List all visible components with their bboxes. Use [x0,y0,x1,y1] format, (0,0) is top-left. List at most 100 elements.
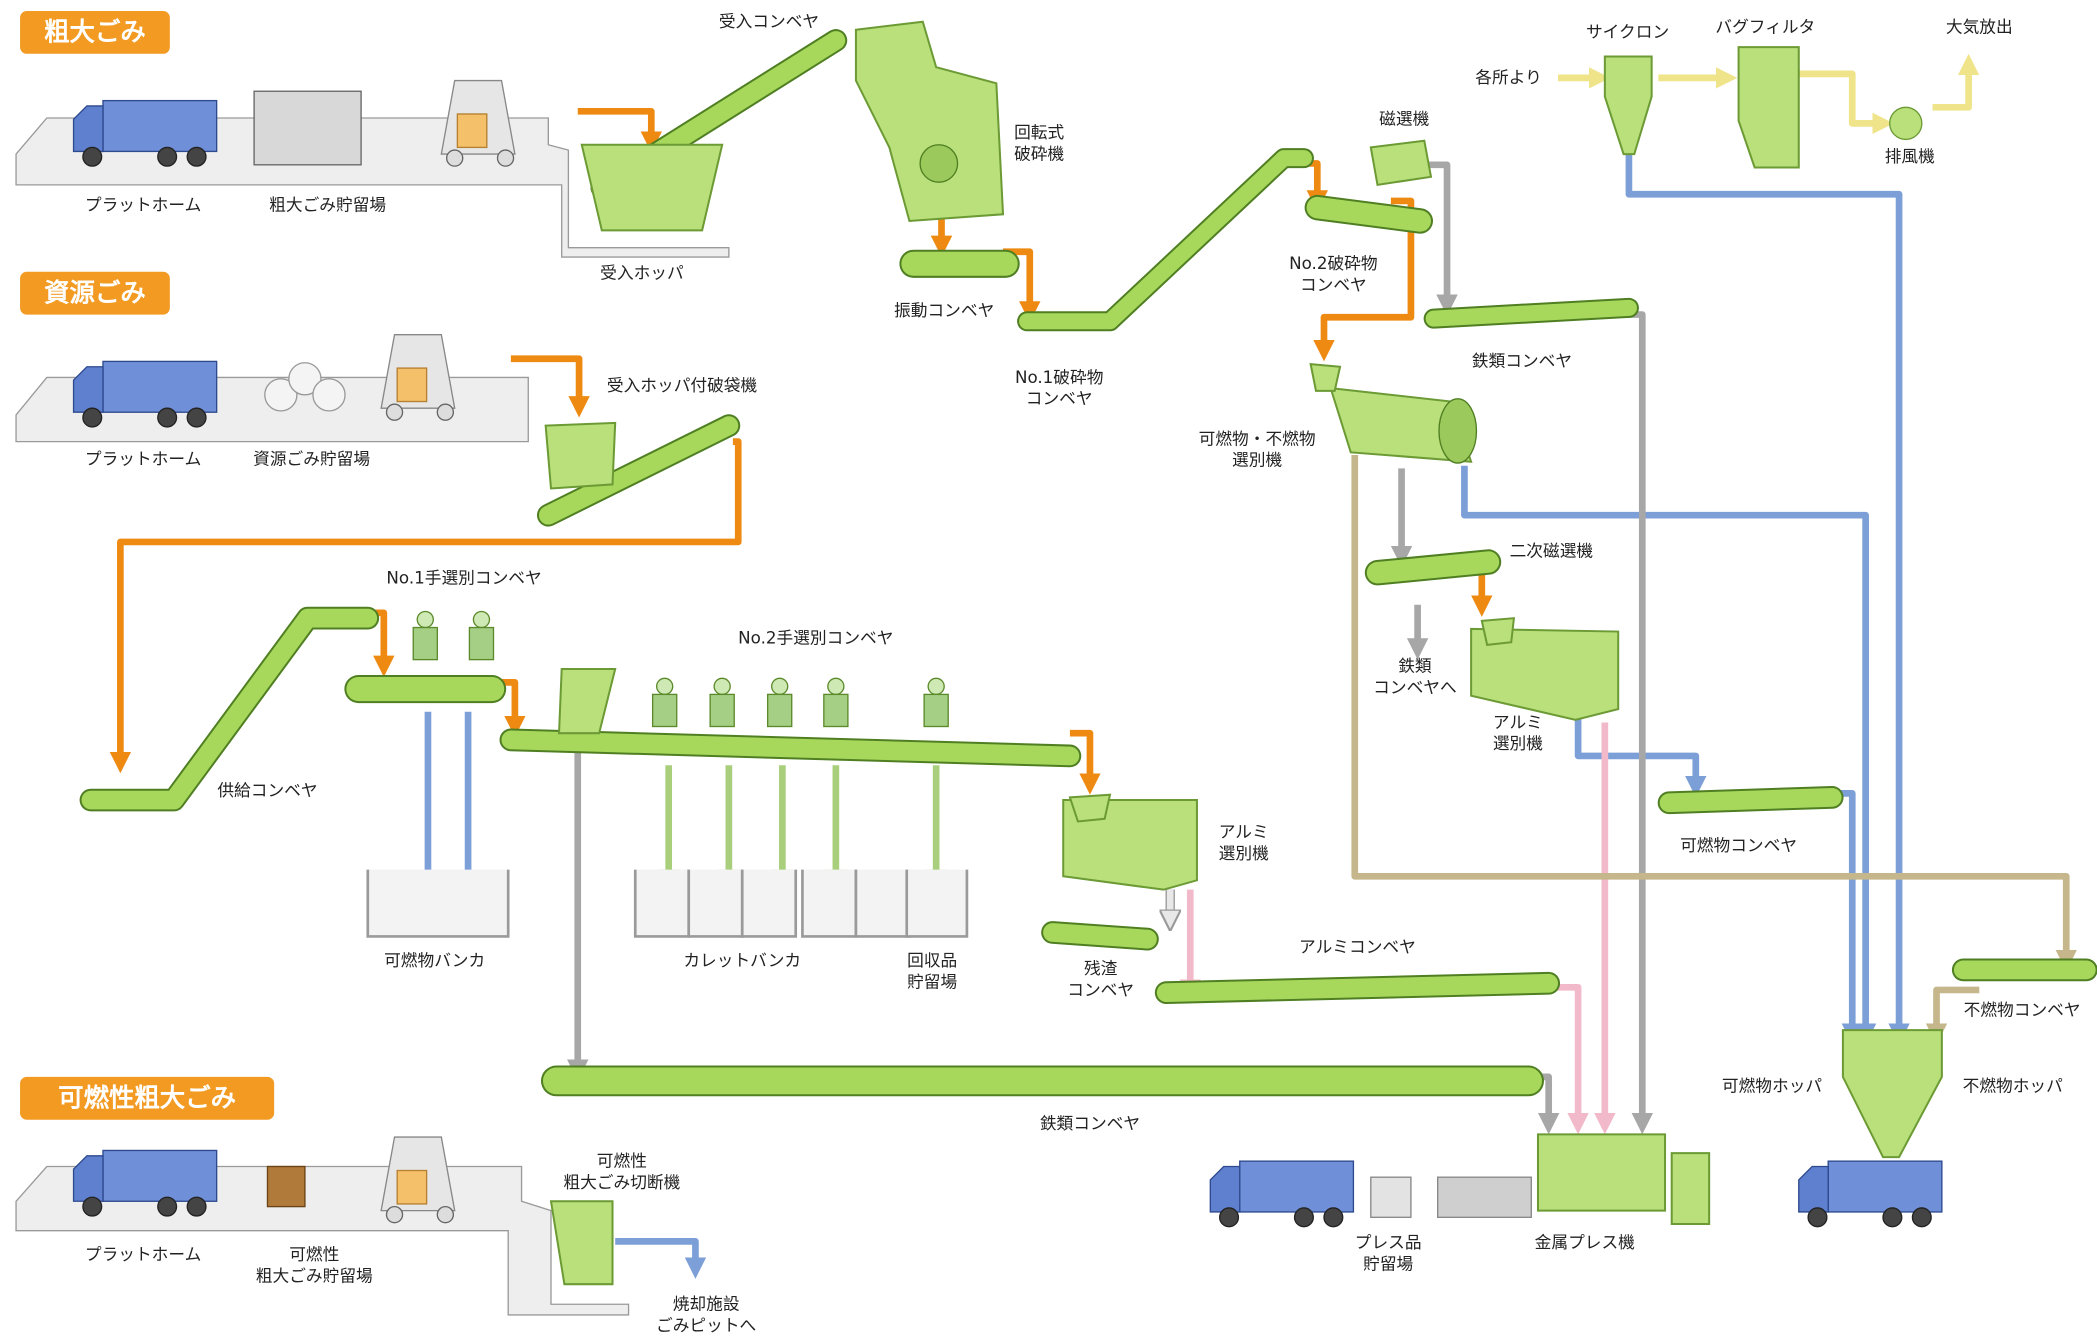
label: 大気放出 [1946,16,2013,36]
label: カレットバンカ [683,950,801,970]
truck-cab [74,367,103,412]
flow-arrow [1629,154,1899,1034]
flow-arrow [1578,716,1696,787]
truck-wheel [158,408,177,427]
bunker [856,870,909,937]
label: 貯留場 [1363,1253,1413,1273]
label: コンベヤへ [1373,677,1457,697]
truck-wheel [158,147,177,166]
label: 可燃性 [289,1244,339,1264]
worker-body [924,694,948,726]
label: サイクロン [1586,22,1669,42]
label: 選別機 [1232,450,1282,470]
label: アルミ [1493,712,1543,732]
label: 焼却施設 [673,1294,740,1314]
label: プレス品 [1355,1232,1422,1252]
label: 鉄類 [1398,656,1432,676]
forklift-load [397,368,426,401]
conveyor [1027,158,1304,321]
worker-head [714,678,730,694]
flow-arrow [1612,315,1643,1124]
flow-arrow [1826,793,1853,1034]
label: 可燃性 [597,1150,647,1170]
receiving-hopper [582,145,722,231]
truck-wheel [1220,1208,1239,1227]
truck-cab [1799,1166,1828,1211]
truck-wheel [1808,1208,1827,1227]
conveyor [1669,797,1832,802]
truck-wheel [187,1197,206,1216]
label: 供給コンベヤ [217,780,317,800]
bottom-hopper [1843,1030,1942,1157]
truck-wheel [1883,1208,1902,1227]
bunker [802,870,855,937]
label: コンベヤ [1026,388,1093,408]
worker-head [417,611,433,627]
conveyor [1166,983,1548,992]
worker-body [469,628,493,660]
worker-head [928,678,944,694]
conveyor [91,618,368,800]
conveyor [1434,308,1629,319]
label: 残渣 [1084,958,1118,978]
truck-wheel [83,1197,102,1216]
truck-wheel [1324,1208,1343,1227]
truck-body [103,1150,217,1201]
cyclone [1605,56,1652,154]
conveyor [1317,208,1420,221]
label: 不燃物ホッパ [1963,1076,2064,1096]
label: 可燃物・不燃物 [1199,428,1316,448]
page: 粗大ごみ資源ごみ可燃性粗大ごみプラットホーム粗大ごみ貯留場受入コンベヤ受入ホッパ… [0,0,2097,1342]
label: 受入ホッパ付破袋機 [607,375,758,395]
press-side [1672,1153,1709,1224]
bunker [368,870,508,937]
bulky-waste [254,91,361,165]
label: No.1手選別コンベヤ [386,567,541,587]
aluminium-chute-2 [1482,618,1514,645]
bunker [907,870,967,937]
label: 粗大ごみ貯留場 [269,194,386,214]
flow-arrow [1933,65,1969,108]
magnetic-separator [1371,141,1431,185]
truck-wheel [1295,1208,1314,1227]
flow-arrow [578,111,652,142]
bunker [689,870,742,937]
flow-arrow [615,1241,695,1268]
forklift-wheel [447,150,463,166]
label: コンベヤ [1300,275,1367,295]
truck-cab [74,1156,103,1201]
truck-body [1828,1161,1942,1212]
label: 受入コンベヤ [719,11,819,31]
label: 振動コンベヤ [894,300,994,320]
truck-wheel [187,408,206,427]
truck-wheel [158,1197,177,1216]
process-diagram: 粗大ごみ資源ごみ可燃性粗大ごみプラットホーム粗大ごみ貯留場受入コンベヤ受入ホッパ… [0,0,2097,1342]
worker-body [710,694,734,726]
flow-arrow [1284,163,1317,200]
label: プラットホーム [85,448,201,468]
truck-wheel [1912,1208,1931,1227]
bag-filter [1739,47,1799,167]
bunker [635,870,688,937]
label: 粗大ごみ切断機 [563,1172,680,1192]
truck-body [103,101,217,152]
rotary-crusher [856,22,1003,221]
worker-head [473,611,489,627]
label: 金属プレス機 [1535,1232,1636,1252]
label: 可燃物コンベヤ [1680,835,1797,855]
label: プラットホーム [85,194,201,214]
label: プラットホーム [85,1244,201,1264]
label: 鉄類コンベヤ [1040,1113,1140,1133]
label: 貯留場 [907,971,957,991]
label: 可燃物バンカ [384,950,485,970]
label: 資源ごみ貯留場 [253,448,370,468]
label: No.2手選別コンベヤ [738,628,893,648]
label: アルミ [1219,822,1269,842]
forklift-wheel [387,1207,403,1223]
label: アルミコンベヤ [1299,937,1416,957]
truck-wheel [83,408,102,427]
flow-arrow [1355,455,2066,961]
truck-body [103,361,217,412]
label: コンベヤ [1067,979,1134,999]
worker-body [413,628,437,660]
